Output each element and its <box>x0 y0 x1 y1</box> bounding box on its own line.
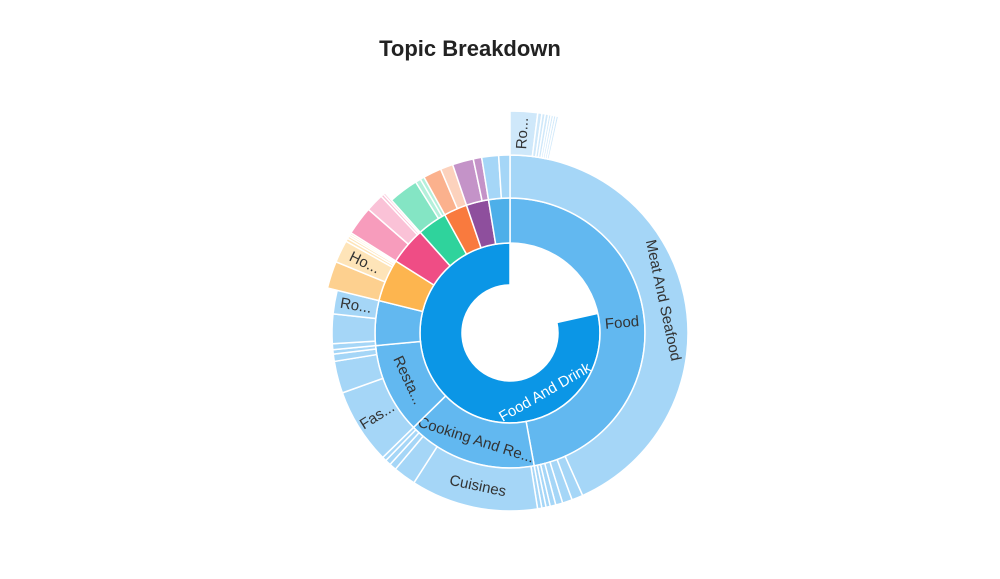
sunburst-segment-meat-and-seafood[interactable] <box>509 154 689 497</box>
sunburst-segment-segment-50[interactable] <box>497 154 511 200</box>
sunburst-segment-segment-1[interactable] <box>419 242 601 424</box>
sunburst-segment-segment-58[interactable] <box>546 114 560 161</box>
chart-title: Topic Breakdown <box>379 36 561 61</box>
